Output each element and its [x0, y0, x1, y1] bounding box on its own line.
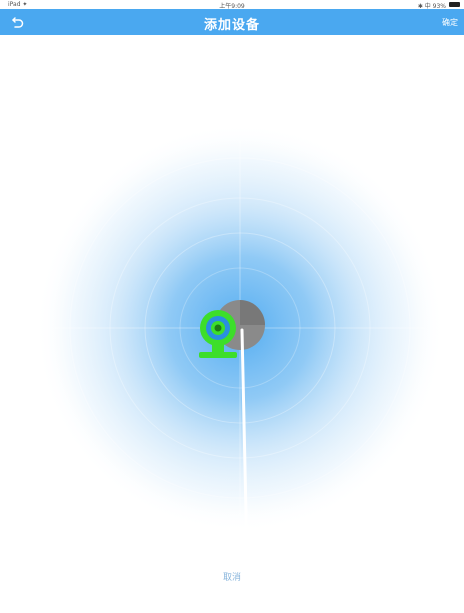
device-label: iPad ✦ — [8, 1, 28, 8]
back-arrow-icon — [12, 17, 24, 28]
battery-text: ✱ 中 93% — [417, 3, 446, 10]
radar-scanner — [35, 123, 445, 562]
battery-icon — [449, 2, 460, 7]
radar-center-shade — [240, 300, 265, 325]
status-time: 上午9:09 — [219, 3, 245, 10]
radar-ring-outer — [69, 157, 411, 499]
navigation-bar: 添加设备 确定 — [0, 9, 464, 35]
radar-ring-inner — [144, 232, 336, 424]
page-title: 添加设备 — [203, 18, 260, 33]
radar-ring-core — [179, 267, 301, 389]
webcam-icon — [199, 310, 237, 358]
radar-sweep-line — [240, 328, 249, 562]
back-button[interactable] — [8, 12, 28, 32]
confirm-button[interactable]: 确定 — [442, 18, 458, 27]
cancel-button[interactable]: 取消 — [222, 573, 241, 583]
status-bar: iPad ✦ 上午9:09 ✱ 中 93% — [0, 0, 464, 10]
radar-ring-middle — [109, 197, 371, 459]
